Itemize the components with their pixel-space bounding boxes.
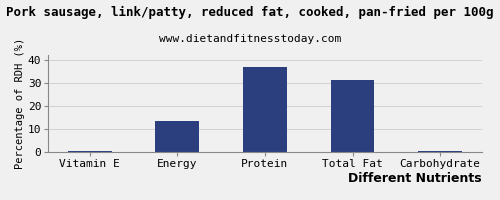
Bar: [68, 151, 112, 152]
Bar: [243, 67, 287, 152]
Text: Pork sausage, link/patty, reduced fat, cooked, pan-fried per 100g: Pork sausage, link/patty, reduced fat, c…: [6, 6, 494, 19]
Bar: [418, 151, 462, 152]
Y-axis label: Percentage of RDH (%): Percentage of RDH (%): [15, 38, 25, 169]
Bar: [330, 80, 374, 152]
Text: www.dietandfitnesstoday.com: www.dietandfitnesstoday.com: [159, 34, 341, 44]
X-axis label: Different Nutrients: Different Nutrients: [348, 172, 482, 185]
Bar: [156, 121, 200, 152]
